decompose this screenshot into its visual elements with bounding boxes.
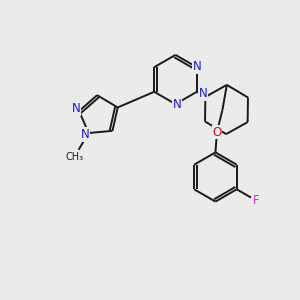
Text: N: N [193,60,202,73]
Text: N: N [81,128,89,141]
Text: N: N [72,102,80,115]
Text: F: F [253,194,260,207]
Text: N: N [199,87,207,101]
Text: N: N [172,98,182,111]
Text: O: O [212,125,222,139]
Text: CH₃: CH₃ [65,152,83,162]
